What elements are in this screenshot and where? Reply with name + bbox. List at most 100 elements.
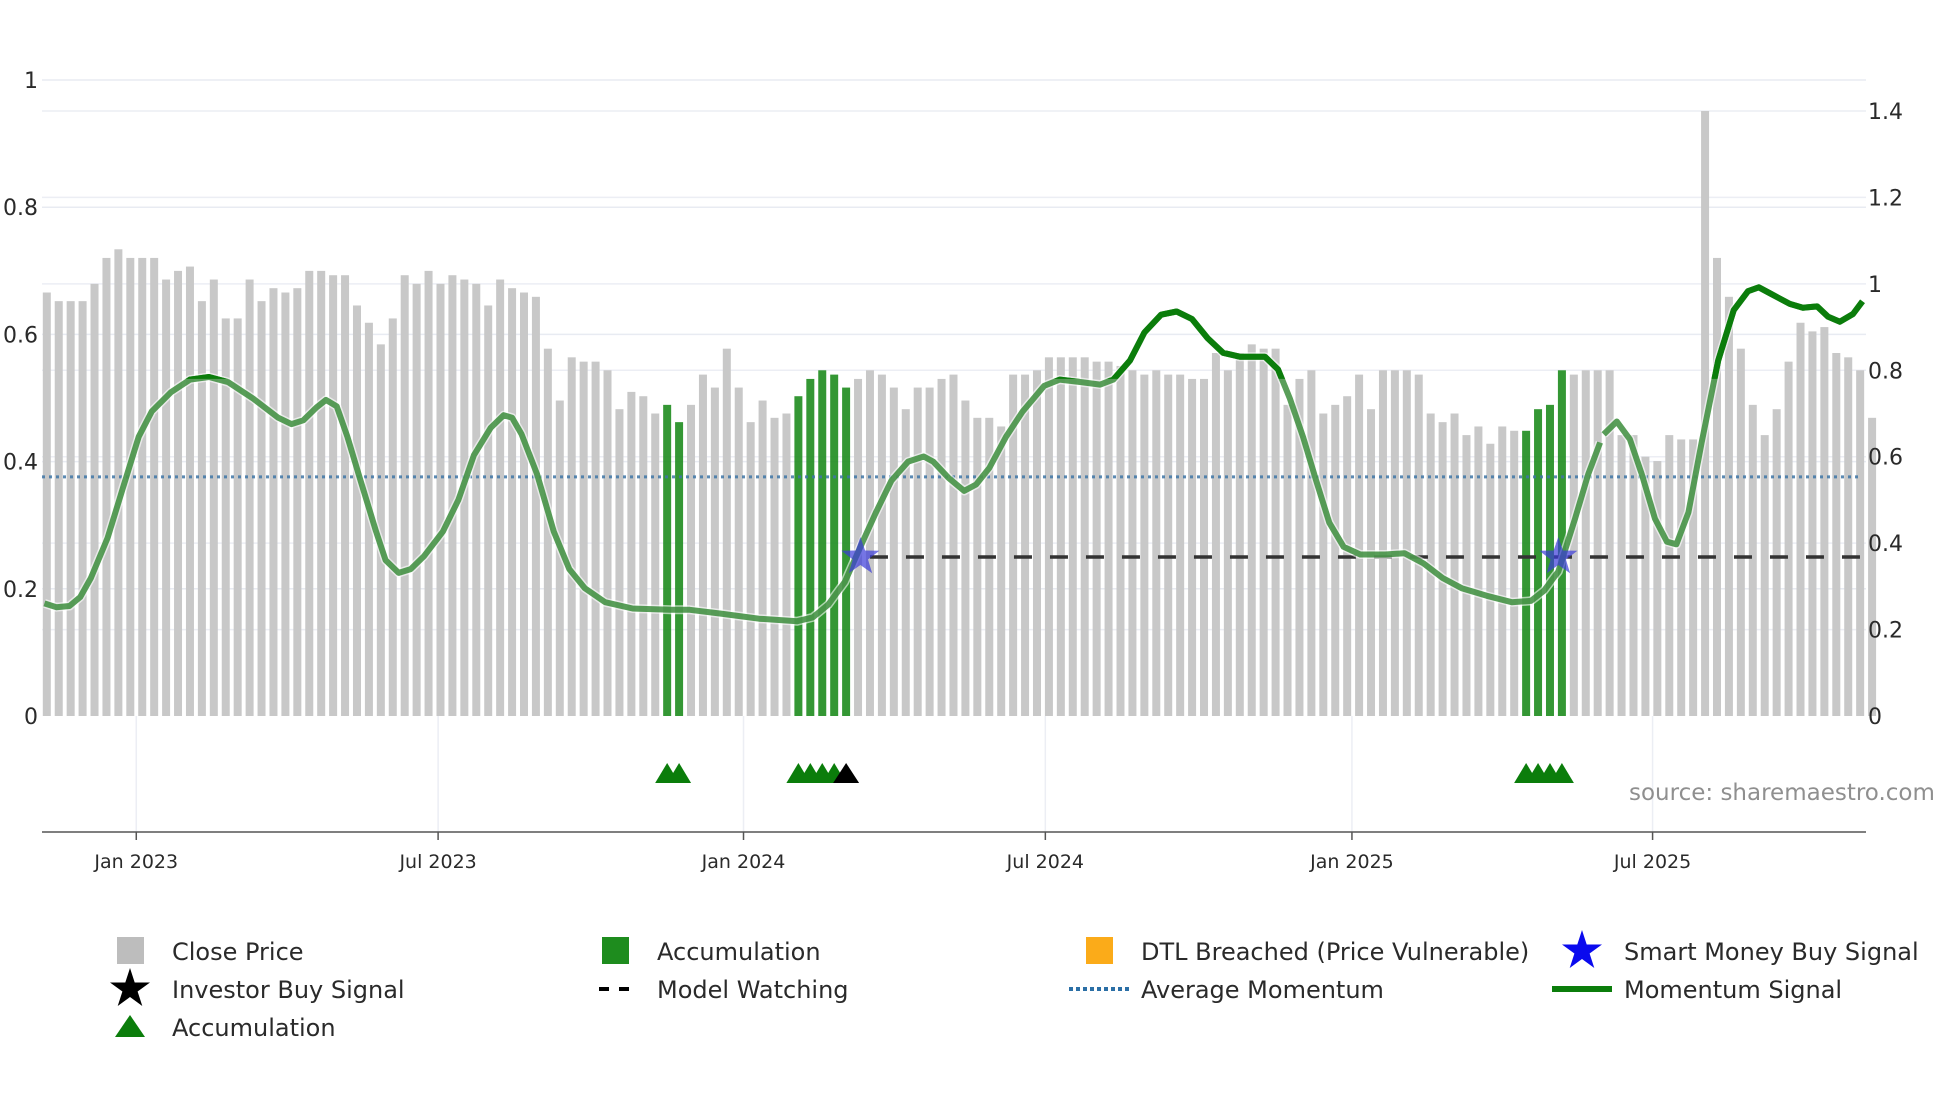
close-price-bar <box>1259 348 1268 716</box>
close-price-bar <box>1211 353 1220 716</box>
close-price-bar <box>591 361 600 716</box>
momentum-signal-strong-line <box>1711 284 1865 379</box>
momentum-signal-line <box>43 308 1603 625</box>
close-price-bar <box>758 400 767 716</box>
close-price-bar <box>1844 357 1853 716</box>
close-price-bar <box>197 301 206 716</box>
close-price-bar <box>1068 357 1077 716</box>
close-price-bar <box>1152 370 1161 716</box>
close-price-bar <box>985 417 994 716</box>
close-price-bar <box>472 283 481 716</box>
legend: Close Price Accumulation DTL Breached (Pri… <box>110 930 1919 1042</box>
close-price-bar <box>508 288 517 716</box>
close-price-bar <box>1438 422 1447 716</box>
accumulation-triangle-icon <box>1549 763 1574 783</box>
close-price-bar <box>1176 374 1185 716</box>
close-price-bar <box>1641 456 1650 716</box>
close-price-bar <box>1868 417 1877 716</box>
close-price-bar <box>1021 374 1030 716</box>
close-price-bar <box>66 301 75 716</box>
right-tick-label: 0 <box>1868 705 1882 730</box>
close-price-bar <box>1319 413 1328 716</box>
accumulation-bar <box>1557 370 1566 716</box>
close-price-bar <box>496 279 505 716</box>
close-price-bar <box>651 413 660 716</box>
close-price-bar <box>1188 378 1197 716</box>
right-tick-label: 0.2 <box>1868 619 1903 644</box>
close-price-bar <box>185 266 194 716</box>
close-price-bar <box>1856 370 1865 716</box>
close-price-bar <box>329 275 338 716</box>
signal-markers <box>655 537 1578 783</box>
accumulation-bar <box>1545 404 1554 716</box>
legend-label: Momentum Signal <box>1624 976 1842 1004</box>
close-price-bar <box>1689 439 1698 716</box>
close-price-bar <box>1784 361 1793 716</box>
close-price-bar <box>734 387 743 716</box>
close-price-bar <box>627 391 636 716</box>
right-tick-label: 0.8 <box>1868 359 1903 384</box>
legend-label: Close Price <box>172 938 304 966</box>
x-tick-label: Jul 2023 <box>398 851 476 873</box>
close-price-bar <box>1486 443 1495 716</box>
overlay-lines <box>42 282 1867 626</box>
close-price-bar <box>1736 348 1745 716</box>
close-price-bar <box>782 413 791 716</box>
close-price-bar <box>722 348 731 716</box>
close-price-bar <box>1772 409 1781 716</box>
legend-star-icon <box>1562 930 1602 968</box>
close-price-bar <box>448 275 457 716</box>
close-price-bar <box>126 257 135 716</box>
close-price-bar <box>78 301 87 716</box>
close-price-bar <box>424 270 433 716</box>
close-price-bar <box>1355 374 1364 716</box>
close-price-bar <box>1223 370 1232 716</box>
left-tick-label: 0.6 <box>3 323 38 348</box>
close-price-bar <box>484 305 493 716</box>
close-price-bar <box>412 283 421 716</box>
close-price-bar <box>770 417 779 716</box>
close-price-bar <box>615 409 624 716</box>
close-price-bar <box>1808 331 1817 716</box>
close-price-bar <box>42 292 51 716</box>
close-price-bar <box>1724 296 1733 716</box>
close-price-bar <box>1414 374 1423 716</box>
close-price-bar <box>1677 439 1686 716</box>
close-price-bar <box>305 270 314 716</box>
source-label: source: sharemaestro.com <box>1629 780 1935 806</box>
close-price-bar <box>257 301 266 716</box>
close-price-bar <box>1820 327 1829 716</box>
accumulation-bar <box>1534 409 1543 716</box>
close-price-bar <box>1796 322 1805 716</box>
close-price-bar <box>293 288 302 716</box>
close-price-bar <box>1295 378 1304 716</box>
close-price-bar <box>1164 374 1173 716</box>
close-price-bar <box>388 318 397 716</box>
close-price-bar <box>269 288 278 716</box>
close-price-bar <box>973 417 982 716</box>
close-price-bar <box>1474 426 1483 716</box>
accumulation-bar <box>794 396 803 716</box>
close-price-bar <box>1617 435 1626 716</box>
close-price-bar <box>1605 370 1614 716</box>
smart-money-buy-star-icon <box>841 537 880 574</box>
accumulation-bar <box>830 374 839 716</box>
legend-star-icon <box>110 968 150 1006</box>
legend-label: Average Momentum <box>1141 976 1384 1004</box>
close-price-bar <box>1271 348 1280 716</box>
close-price-bar <box>138 257 147 716</box>
close-price-bar <box>1128 370 1137 716</box>
close-price-bar <box>1367 409 1376 716</box>
close-price-bar <box>579 361 588 716</box>
close-price-bar <box>1450 413 1459 716</box>
accumulation-triangle-icon <box>667 763 692 783</box>
close-price-bar <box>174 270 183 716</box>
close-price-bar <box>102 257 111 716</box>
close-price-bar <box>221 318 230 716</box>
axes: 0 0.2 0.4 0.6 0.8 1 0 0.2 0.4 0.6 0.8 1 1.2 1.4 Jan 20… <box>3 69 1903 873</box>
close-price-bar <box>400 275 409 716</box>
close-price-bar <box>352 305 361 716</box>
close-price-bar <box>150 257 159 716</box>
close-price-bar <box>317 270 326 716</box>
close-price-bar <box>1581 370 1590 716</box>
